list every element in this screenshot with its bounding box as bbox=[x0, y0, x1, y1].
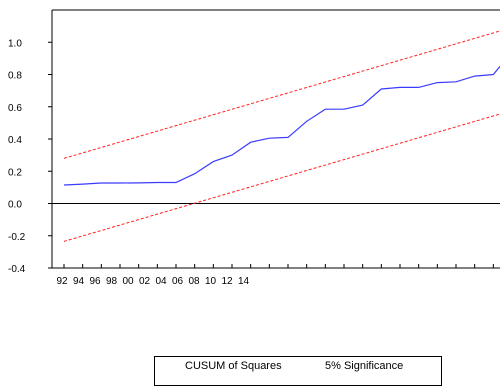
axes bbox=[51, 9, 500, 269]
y-tick-label: 0.8 bbox=[8, 71, 22, 82]
y-tick-label: 1.0 bbox=[8, 38, 22, 49]
legend-label-significance: 5% Significance bbox=[325, 360, 404, 372]
x-tick-label: 92 bbox=[56, 276, 68, 287]
upper-significance-line bbox=[63, 30, 500, 159]
x-tick-label: 08 bbox=[188, 276, 200, 287]
x-tick-label: 00 bbox=[122, 276, 134, 287]
x-tick-label: 10 bbox=[205, 276, 217, 287]
y-tick-label: -0.4 bbox=[8, 264, 26, 275]
cusum-chart: 1.0 0.8 0.6 0.4 0.2 0.0 -0.2 -0.4 92 94 96 98 00 02 0… bbox=[8, 9, 500, 287]
lower-significance-line bbox=[63, 113, 500, 242]
x-tick-label: 04 bbox=[155, 276, 167, 287]
y-tick-label: 0.0 bbox=[8, 200, 22, 211]
y-tick-label: 0.6 bbox=[8, 103, 22, 114]
y-tick-label: 0.2 bbox=[8, 167, 22, 178]
y-axis-ticks: 1.0 0.8 0.6 0.4 0.2 0.0 -0.2 -0.4 bbox=[8, 38, 52, 275]
x-tick-label: 96 bbox=[89, 276, 101, 287]
x-tick-label: 12 bbox=[221, 276, 233, 287]
cusum-series bbox=[63, 66, 500, 186]
y-tick-label: -0.2 bbox=[8, 232, 26, 243]
cusum-line bbox=[63, 66, 500, 186]
x-axis-ticks: 92 94 96 98 00 02 04 06 08 10 12 14 bbox=[56, 264, 494, 287]
y-tick-label: 0.4 bbox=[8, 135, 22, 146]
legend-label-cusum: CUSUM of Squares bbox=[185, 360, 282, 372]
x-tick-label: 14 bbox=[238, 276, 250, 287]
legend: CUSUM of Squares 5% Significance bbox=[154, 356, 442, 386]
significance-bands bbox=[63, 30, 500, 242]
x-tick-label: 06 bbox=[172, 276, 184, 287]
x-tick-label: 02 bbox=[139, 276, 151, 287]
x-tick-label: 98 bbox=[106, 276, 118, 287]
x-tick-label: 94 bbox=[73, 276, 85, 287]
